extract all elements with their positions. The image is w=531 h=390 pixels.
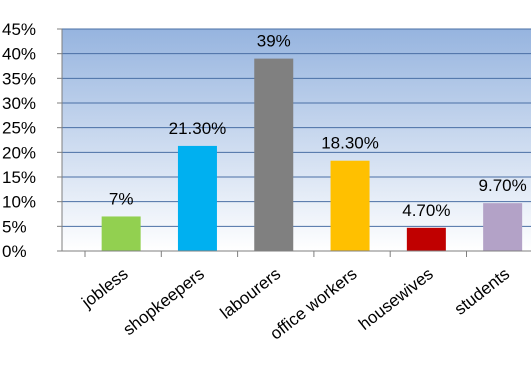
bars [101,58,523,251]
y-tick-label: 35% [2,69,36,88]
x-category-label: shopkeepers [120,264,208,339]
y-axis-ticks: 0% 5% 10% 15% 20% 25% 30% 35% 40% 45% [2,20,36,261]
data-labels: 7% 21.30% 39% 18.30% 4.70% 9.70% [109,32,527,220]
data-label: 9.70% [479,176,527,195]
y-tick-label: 0% [2,242,27,261]
y-tick-label: 40% [2,45,36,64]
y-tick-label: 45% [2,20,36,39]
y-tick-label: 30% [2,94,36,113]
bar-jobless [101,216,141,251]
bar-labourers [254,58,294,251]
bar-students [483,203,523,251]
data-label: 18.30% [321,134,379,153]
plot-area [62,29,531,251]
y-tick-label: 20% [2,143,36,162]
data-label: 4.70% [402,201,450,220]
axes [57,28,531,257]
data-label: 39% [257,32,291,51]
x-category-label: students [451,264,513,319]
y-tick-label: 25% [2,119,36,138]
bar-shopkeepers [177,145,217,251]
x-category-label: jobless [77,264,131,312]
y-tick-label: 10% [2,193,36,212]
bar-office-workers [330,160,370,251]
x-category-label: labourers [217,264,285,323]
y-tick-label: 5% [2,217,27,236]
data-label: 21.30% [169,119,227,138]
bar-housewives [406,227,446,251]
x-category-label: housewives [355,264,437,334]
data-label: 7% [109,189,134,208]
y-tick-label: 15% [2,168,36,187]
